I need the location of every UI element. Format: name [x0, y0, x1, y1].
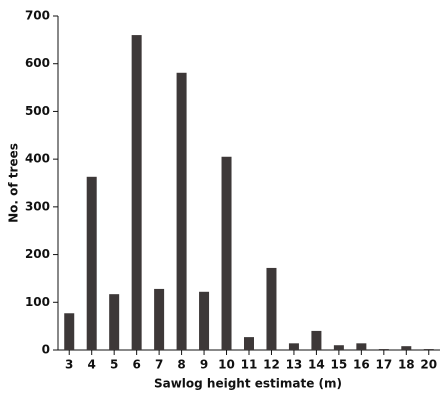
bar — [244, 337, 254, 350]
bar — [423, 349, 434, 350]
x-tick-label: 18 — [398, 358, 415, 372]
y-tick-label: 700 — [25, 9, 50, 23]
x-tick-label: 8 — [177, 358, 185, 372]
bar — [176, 72, 187, 350]
bar — [221, 156, 232, 350]
y-tick-label: 400 — [25, 152, 50, 166]
x-tick-label: 17 — [375, 358, 392, 372]
bar — [199, 291, 210, 350]
x-tick-label: 5 — [110, 358, 118, 372]
bar — [356, 343, 367, 350]
x-axis-label: Sawlog height estimate (m) — [154, 377, 342, 391]
x-tick-label: 3 — [65, 358, 73, 372]
x-tick-label: 9 — [200, 358, 208, 372]
x-tick-label: 12 — [263, 358, 280, 372]
y-tick-label: 200 — [25, 247, 50, 261]
bar — [86, 176, 97, 350]
x-tick-label: 4 — [88, 358, 96, 372]
bar — [378, 349, 389, 350]
x-tick-label: 14 — [308, 358, 325, 372]
x-tick-label: 7 — [155, 358, 163, 372]
bar — [311, 330, 322, 350]
bar — [131, 35, 142, 350]
y-axis-label: No. of trees — [7, 143, 21, 223]
bar — [266, 267, 277, 350]
y-tick-label: 100 — [25, 295, 50, 309]
bar — [333, 345, 344, 350]
x-tick-label: 15 — [331, 358, 348, 372]
bar — [64, 313, 75, 350]
y-tick-label: 500 — [25, 104, 50, 118]
x-tick-label: 11 — [241, 358, 258, 372]
x-tick-label: 20 — [420, 358, 437, 372]
bar — [154, 288, 165, 350]
x-tick-label: 6 — [132, 358, 140, 372]
y-tick-label: 0 — [42, 343, 50, 357]
x-tick-label: 16 — [353, 358, 370, 372]
y-tick-label: 300 — [25, 199, 50, 213]
bar — [109, 294, 120, 350]
x-tick-label: 13 — [286, 358, 303, 372]
y-tick-label: 600 — [25, 56, 50, 70]
bar — [288, 343, 299, 350]
bar — [401, 346, 412, 350]
x-tick-label: 10 — [218, 358, 235, 372]
